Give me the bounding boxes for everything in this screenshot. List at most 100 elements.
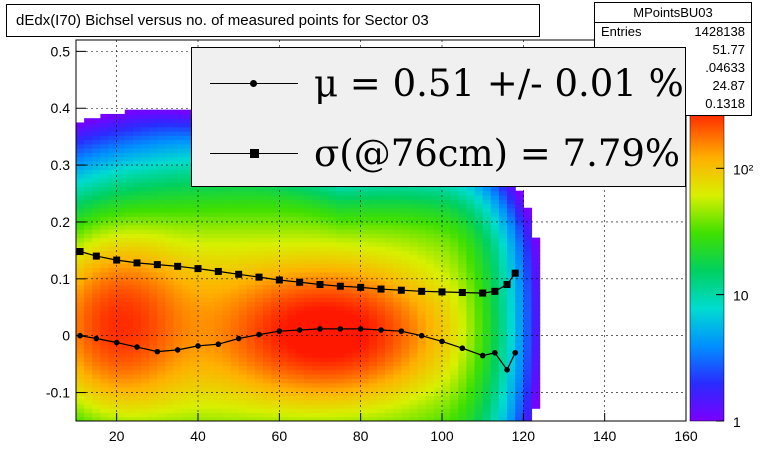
heatmap-cell xyxy=(344,241,354,247)
heatmap-cell xyxy=(352,412,362,418)
heatmap-cell xyxy=(76,310,85,315)
heatmap-cell xyxy=(458,335,467,341)
heatmap-cell xyxy=(271,361,280,367)
heatmap-cell xyxy=(92,118,101,124)
heatmap-cell xyxy=(173,331,183,337)
heatmap-cell xyxy=(279,361,289,367)
heatmap-cell xyxy=(531,271,541,277)
heatmap-cell xyxy=(149,122,158,128)
heatmap-cell xyxy=(271,395,280,401)
heatmap-cell xyxy=(230,233,240,239)
heatmap-cell xyxy=(254,378,264,384)
heatmap-cell xyxy=(132,130,142,136)
heatmap-cell xyxy=(206,284,215,290)
heatmap-cell xyxy=(100,241,110,247)
heatmap-cell xyxy=(401,365,411,371)
heatmap-cell xyxy=(173,109,183,115)
heatmap-cell xyxy=(92,369,101,375)
heatmap-cell xyxy=(246,216,256,222)
heatmap-cell xyxy=(116,237,126,243)
heatmap-cell xyxy=(450,229,459,234)
heatmap-cell xyxy=(76,369,85,375)
heatmap-cell xyxy=(198,263,207,269)
heatmap-cell xyxy=(84,382,93,388)
heatmap-cell xyxy=(409,199,419,205)
heatmap-cell xyxy=(214,194,223,200)
heatmap-cell xyxy=(132,190,142,196)
heatmap-cell xyxy=(279,271,289,277)
heatmap-cell xyxy=(116,194,126,200)
heatmap-cell xyxy=(320,246,329,251)
heatmap-cell xyxy=(92,148,101,153)
heatmap-cell xyxy=(238,408,248,414)
heatmap-cell xyxy=(303,382,313,388)
heatmap-cell xyxy=(116,113,126,119)
heatmap-cell xyxy=(458,258,467,264)
heatmap-cell xyxy=(124,207,134,213)
heatmap-cell xyxy=(271,199,280,205)
heatmap-cell xyxy=(425,254,435,260)
heatmap-cell xyxy=(206,241,215,247)
heatmap-cell xyxy=(344,318,354,324)
heatmap-cell xyxy=(433,352,443,358)
heatmap-cell xyxy=(141,310,150,315)
heatmap-cell xyxy=(393,267,402,273)
heatmap-cell xyxy=(442,275,451,281)
heatmap-cell xyxy=(442,399,451,405)
heatmap-cell xyxy=(173,403,183,409)
heatmap-cell xyxy=(100,139,110,145)
heatmap-cell xyxy=(149,339,158,345)
heatmap-cell xyxy=(246,365,256,371)
series-mu-point xyxy=(357,326,364,332)
heatmap-cell xyxy=(531,246,541,251)
heatmap-cell xyxy=(116,156,126,162)
heatmap-cell xyxy=(401,331,411,337)
series-sigma-point xyxy=(418,287,426,295)
heatmap-cell xyxy=(100,335,110,341)
heatmap-cell xyxy=(385,275,394,281)
heatmap-cell xyxy=(474,293,484,298)
heatmap-cell xyxy=(263,267,272,273)
heatmap-cell xyxy=(157,374,167,379)
heatmap-cell xyxy=(141,224,150,230)
heatmap-cell xyxy=(523,258,533,264)
heatmap-cell xyxy=(409,395,419,401)
heatmap-cell xyxy=(417,310,427,315)
heatmap-cell xyxy=(328,229,337,234)
heatmap-cell xyxy=(360,331,370,337)
heatmap-cell xyxy=(230,331,240,337)
heatmap-cell xyxy=(360,199,370,205)
heatmap-cell xyxy=(336,216,345,222)
heatmap-cell xyxy=(149,186,158,192)
heatmap-cell xyxy=(287,275,297,281)
heatmap-cell xyxy=(214,361,223,367)
heatmap-cell xyxy=(352,194,362,200)
heatmap-cell xyxy=(100,126,110,132)
heatmap-cell xyxy=(442,241,451,247)
heatmap-cell xyxy=(523,305,533,311)
heatmap-cell xyxy=(295,382,305,388)
heatmap-cell xyxy=(206,327,215,333)
heatmap-cell xyxy=(263,352,272,358)
heatmap-cell xyxy=(498,241,508,247)
heatmap-cell xyxy=(100,382,110,388)
heatmap-cell xyxy=(474,190,484,196)
heatmap-cell xyxy=(141,233,150,239)
heatmap-cell xyxy=(157,267,167,273)
heatmap-cell xyxy=(425,399,435,405)
heatmap-cell xyxy=(515,305,524,311)
heatmap-cell xyxy=(108,361,118,367)
heatmap-cell xyxy=(108,186,118,192)
heatmap-cell xyxy=(303,267,313,273)
heatmap-cell xyxy=(425,216,435,222)
y-tick-label: -0.1 xyxy=(46,385,70,401)
heatmap-cell xyxy=(474,224,484,230)
heatmap-cell xyxy=(523,280,533,286)
heatmap-cell xyxy=(76,344,85,350)
heatmap-cell xyxy=(442,322,451,328)
heatmap-cell xyxy=(320,254,329,260)
heatmap-cell xyxy=(132,314,142,320)
heatmap-cell xyxy=(84,143,93,149)
heatmap-cell xyxy=(311,369,321,375)
heatmap-cell xyxy=(336,339,345,345)
